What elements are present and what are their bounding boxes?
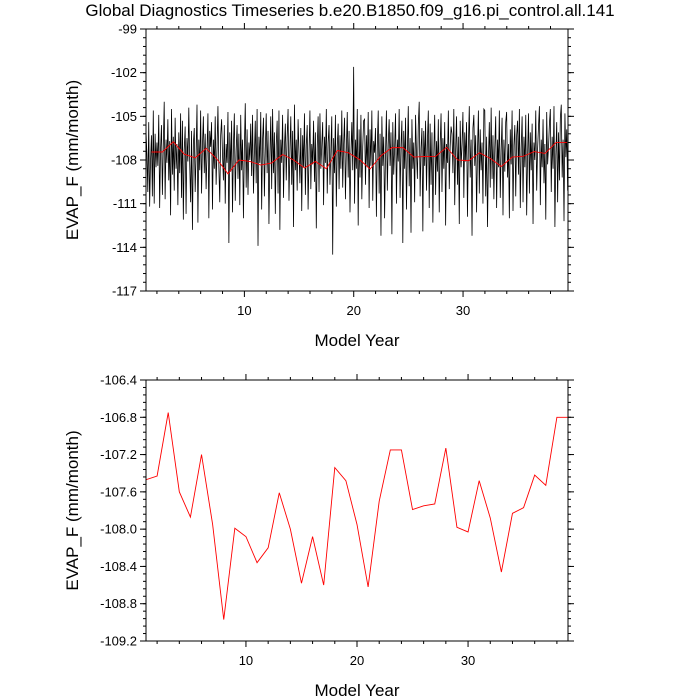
chart-2: -106.4 -106.8 -107.2 -107.6 -108.0 -108.4 -108… — [63, 373, 574, 700]
y-tick-label: -108.8 — [100, 596, 137, 611]
y-tick-label: -106.4 — [100, 373, 137, 388]
y-tick-label: -102 — [111, 65, 137, 80]
y-axis-label: EVAP_F (mm/month) — [63, 430, 82, 590]
chart-1: -99 -102 -105 -108 -111 -114 -117 10 20 30 Model Y… — [63, 22, 574, 350]
y-tick-label: -99 — [118, 22, 137, 37]
page-title: Global Diagnostics Timeseries b.e20.B185… — [85, 1, 615, 20]
x-tick-label: 30 — [456, 303, 470, 318]
y-tick-label: -108.4 — [100, 559, 137, 574]
y-tick-label: -107.2 — [100, 447, 137, 462]
series-line-annual-mean — [151, 141, 567, 175]
x-tick-label: 20 — [350, 653, 364, 668]
y-tick-label: -105 — [111, 109, 137, 124]
y-axis-label: EVAP_F (mm/month) — [63, 80, 82, 240]
x-tick-label: 30 — [461, 653, 475, 668]
y-tick-label: -108.0 — [100, 522, 137, 537]
series-line-annual-mean — [146, 412, 568, 620]
x-tick-label: 10 — [237, 303, 251, 318]
y-tick-label: -111 — [113, 196, 137, 211]
y-tick-label: -107.6 — [100, 484, 137, 499]
x-tick-label: 20 — [346, 303, 360, 318]
x-axis-label: Model Year — [314, 331, 399, 350]
y-tick-label: -117 — [112, 284, 137, 299]
plot-frame — [145, 379, 569, 642]
x-tick-label: 10 — [239, 653, 253, 668]
series-line-monthly — [146, 66, 568, 255]
y-tick-label: -109.2 — [100, 634, 137, 649]
y-tick-label: -114 — [112, 240, 137, 255]
y-tick-label: -108 — [111, 153, 137, 168]
x-axis-label: Model Year — [314, 681, 399, 700]
y-tick-label: -106.8 — [100, 410, 137, 425]
